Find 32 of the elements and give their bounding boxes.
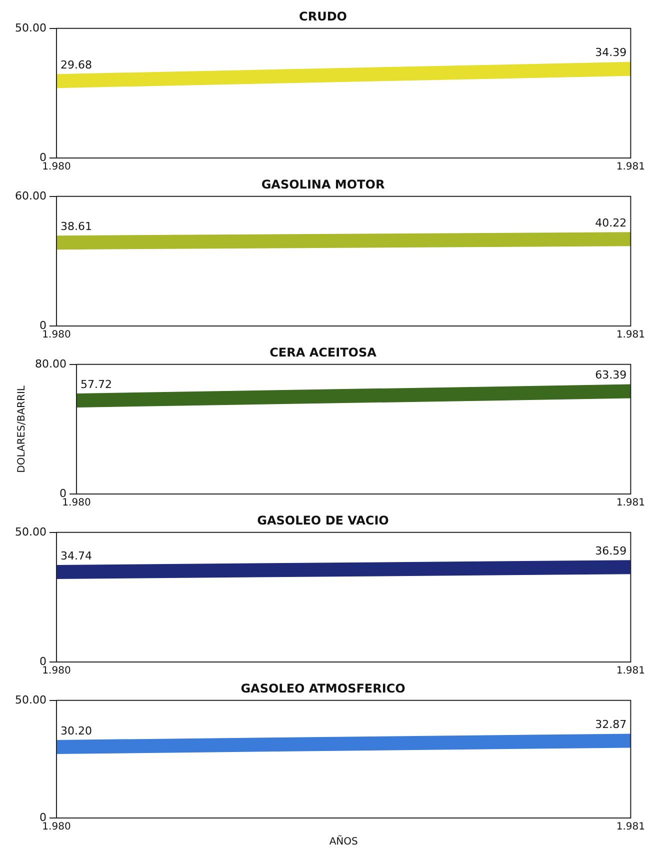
x-tick-label: 1.981 — [616, 498, 646, 509]
x-tick-label: 1.980 — [42, 666, 71, 677]
y-tick-label: 80.00 — [34, 357, 66, 370]
data-label: 63.39 — [595, 368, 627, 382]
data-label: 34.74 — [60, 549, 92, 562]
x-tick-label: 1.980 — [62, 498, 91, 509]
chart-title: CRUDO — [299, 9, 347, 24]
y-tick-label: 50.00 — [14, 21, 46, 34]
chart-title: GASOLINA MOTOR — [261, 177, 385, 192]
data-label: 30.20 — [60, 724, 92, 738]
data-label: 36.59 — [595, 544, 627, 558]
chart-title: CERA ACEITOSA — [270, 345, 378, 360]
x-axis-title: AÑOS — [329, 834, 358, 848]
data-label: 32.87 — [595, 718, 627, 732]
data-label: 57.72 — [80, 378, 112, 391]
chart-title: GASOLEO DE VACIO — [257, 513, 389, 528]
y-tick-label: 60.00 — [14, 189, 46, 202]
data-label: 29.68 — [60, 58, 92, 72]
chart-title: GASOLEO ATMOSFERICO — [240, 681, 406, 696]
x-tick-label: 1.980 — [42, 330, 71, 341]
x-tick-label: 1.981 — [616, 162, 646, 173]
x-tick-label: 1.981 — [616, 822, 646, 833]
data-label: 34.39 — [595, 46, 627, 60]
data-label: 38.61 — [60, 220, 92, 233]
data-label: 40.22 — [595, 216, 627, 230]
x-tick-label: 1.980 — [42, 162, 71, 173]
x-tick-label: 1.981 — [616, 666, 646, 677]
y-tick-label: 50.00 — [14, 693, 46, 706]
y-axis-title: DOLARES/BARRIL — [16, 385, 28, 473]
x-tick-label: 1.981 — [616, 330, 646, 341]
x-tick-label: 1.980 — [42, 822, 71, 833]
y-tick-label: 50.00 — [14, 525, 46, 538]
